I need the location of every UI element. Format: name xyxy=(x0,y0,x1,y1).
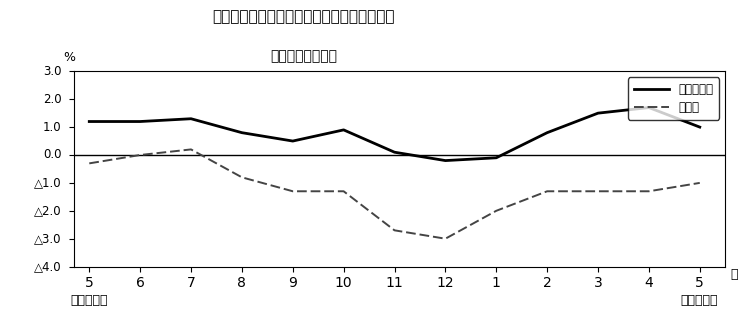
Text: 0.0: 0.0 xyxy=(43,148,61,162)
Text: 月: 月 xyxy=(730,268,738,281)
Text: △2.0: △2.0 xyxy=(33,204,61,217)
Legend: 調査産業計, 製造業: 調査産業計, 製造業 xyxy=(628,77,719,120)
Text: 平成２４年: 平成２４年 xyxy=(680,294,718,307)
Text: 2.0: 2.0 xyxy=(43,93,61,106)
Text: %: % xyxy=(63,51,75,64)
Text: 第３図　常用雇用指数　対前年同月比の推移: 第３図 常用雇用指数 対前年同月比の推移 xyxy=(212,9,394,24)
Text: 3.0: 3.0 xyxy=(43,65,61,78)
Text: （規樯５人以上）: （規樯５人以上） xyxy=(270,50,337,64)
Text: △3.0: △3.0 xyxy=(34,232,61,245)
Text: 1.0: 1.0 xyxy=(43,121,61,134)
Text: 平成２３年: 平成２３年 xyxy=(70,294,108,307)
Text: △1.0: △1.0 xyxy=(33,176,61,189)
Text: △4.0: △4.0 xyxy=(33,260,61,273)
